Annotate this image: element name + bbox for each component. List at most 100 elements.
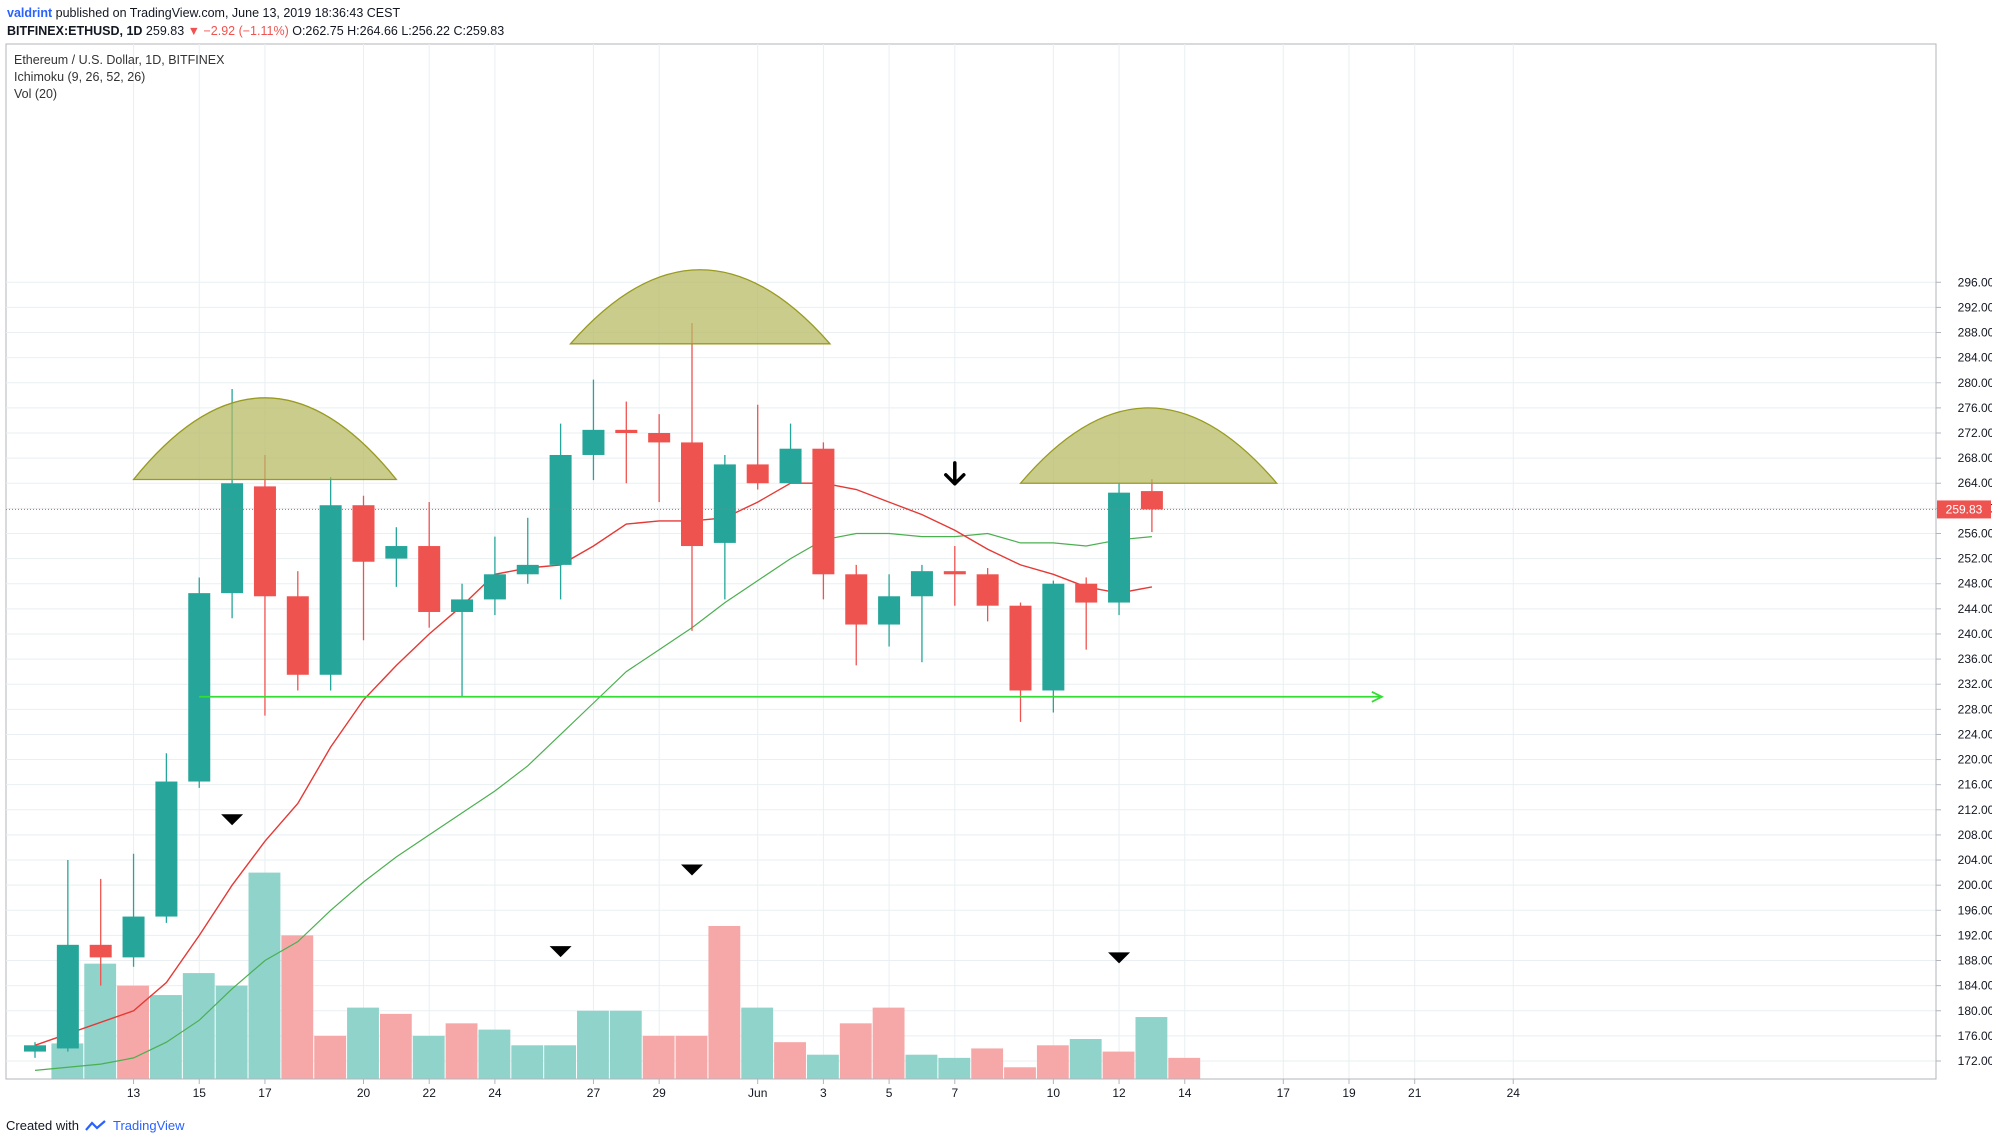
candle-body[interactable]: [286, 596, 309, 675]
candle-body[interactable]: [648, 433, 671, 443]
candle[interactable]: [483, 536, 506, 616]
candle[interactable]: [976, 568, 999, 622]
candle[interactable]: [56, 860, 79, 1052]
price-axis[interactable]: 172.00 176.00 180.00 184.00 188.00 192.00 196.…: [1936, 275, 1992, 1068]
candle-body[interactable]: [1108, 492, 1131, 603]
candle[interactable]: [89, 878, 112, 986]
candle[interactable]: [910, 564, 933, 663]
candle-body[interactable]: [1075, 583, 1098, 603]
volume-bar: [117, 985, 149, 1079]
candle[interactable]: [352, 495, 375, 641]
candle-body[interactable]: [779, 448, 802, 484]
candle[interactable]: [615, 401, 638, 484]
candle[interactable]: [779, 423, 802, 484]
candle-body[interactable]: [516, 564, 539, 575]
candle-body[interactable]: [1042, 583, 1065, 691]
candle-body[interactable]: [845, 574, 868, 625]
candle-body[interactable]: [319, 505, 342, 675]
candle[interactable]: [1075, 577, 1098, 650]
candle[interactable]: [549, 423, 572, 600]
candle[interactable]: [24, 1042, 46, 1058]
candlesticks[interactable]: [24, 323, 1163, 1058]
candle-body[interactable]: [878, 596, 901, 625]
last-price-tag: [1937, 500, 1991, 519]
dome-shape: [569, 269, 832, 345]
candle-body[interactable]: [910, 571, 933, 597]
candle-body[interactable]: [352, 505, 375, 562]
y-tick-label: 200.00: [1958, 878, 1992, 892]
candle-body[interactable]: [549, 454, 572, 565]
candle-body[interactable]: [89, 944, 112, 958]
y-tick-label: 248.00: [1958, 577, 1992, 591]
candle[interactable]: [1140, 479, 1163, 533]
candle-body[interactable]: [615, 429, 638, 433]
y-tick-label: 232.00: [1958, 677, 1992, 691]
candle[interactable]: [385, 527, 408, 587]
candle[interactable]: [1042, 580, 1065, 713]
candle-body[interactable]: [451, 599, 474, 612]
x-tick-label: 3: [820, 1086, 827, 1100]
candle-body[interactable]: [746, 464, 769, 484]
candle[interactable]: [253, 454, 276, 716]
candle[interactable]: [319, 476, 342, 691]
author-link[interactable]: valdrint: [7, 6, 53, 20]
x-tick-label: 29: [652, 1086, 666, 1100]
y-tick-label: 256.00: [1958, 526, 1992, 540]
candle[interactable]: [746, 404, 769, 490]
candle[interactable]: [713, 454, 736, 600]
x-tick-label: 22: [423, 1086, 437, 1100]
candle[interactable]: [582, 379, 605, 481]
candle-body[interactable]: [385, 546, 408, 559]
y-tick-label: 280.00: [1958, 376, 1992, 390]
candle[interactable]: [943, 546, 966, 606]
candle-body[interactable]: [56, 944, 79, 1049]
candle-body[interactable]: [1140, 491, 1163, 510]
time-axis[interactable]: 13 15 17 20 22 24 27 29 Jun 3 5 7 10 12 14 17 19 21 24: [127, 1079, 1520, 1100]
volume-bar: [445, 1023, 478, 1079]
candle[interactable]: [122, 853, 145, 967]
created-with-text: Created with: [6, 1118, 79, 1133]
candle[interactable]: [418, 502, 441, 628]
candle-body[interactable]: [483, 574, 506, 600]
candle-body[interactable]: [122, 916, 145, 958]
candle[interactable]: [286, 571, 309, 691]
tradingview-link[interactable]: TradingView: [112, 1118, 185, 1133]
candle[interactable]: [188, 577, 211, 788]
base-line-series: [34, 532, 1152, 1071]
y-tick-label: 216.00: [1958, 778, 1992, 792]
candle-body[interactable]: [943, 571, 966, 575]
down-triangle-marker: [1108, 952, 1131, 964]
candle-body[interactable]: [713, 464, 736, 543]
candle-body[interactable]: [1009, 605, 1032, 691]
candle[interactable]: [681, 323, 703, 631]
candle-body[interactable]: [418, 546, 441, 612]
legend-ichimoku[interactable]: Ichimoku (9, 26, 52, 26): [14, 70, 146, 84]
candle-body[interactable]: [976, 574, 999, 606]
candle[interactable]: [878, 574, 901, 647]
candle[interactable]: [1009, 602, 1032, 722]
volume-bar: [511, 1045, 544, 1079]
candle[interactable]: [648, 414, 671, 503]
candle-body[interactable]: [155, 781, 178, 917]
y-tick-label: 204.00: [1958, 853, 1992, 867]
candle[interactable]: [155, 753, 178, 923]
candle-body[interactable]: [582, 429, 605, 455]
candle-body[interactable]: [253, 486, 276, 597]
y-tick-label: 212.00: [1958, 803, 1992, 817]
candle[interactable]: [516, 517, 539, 584]
legend-volume[interactable]: Vol (20): [14, 87, 58, 101]
support-arrowhead: [1371, 690, 1384, 703]
x-tick-label: 15: [193, 1086, 207, 1100]
candle[interactable]: [451, 583, 474, 697]
candle-body[interactable]: [812, 448, 835, 575]
down-triangle-marker: [681, 864, 703, 876]
candle-body[interactable]: [188, 593, 211, 782]
candle-body[interactable]: [681, 442, 703, 547]
candle-body[interactable]: [221, 483, 244, 594]
candle[interactable]: [1108, 483, 1131, 616]
candle[interactable]: [812, 442, 835, 600]
candle[interactable]: [845, 564, 868, 666]
volume-bar: [1036, 1045, 1069, 1079]
candle-body[interactable]: [24, 1045, 46, 1052]
